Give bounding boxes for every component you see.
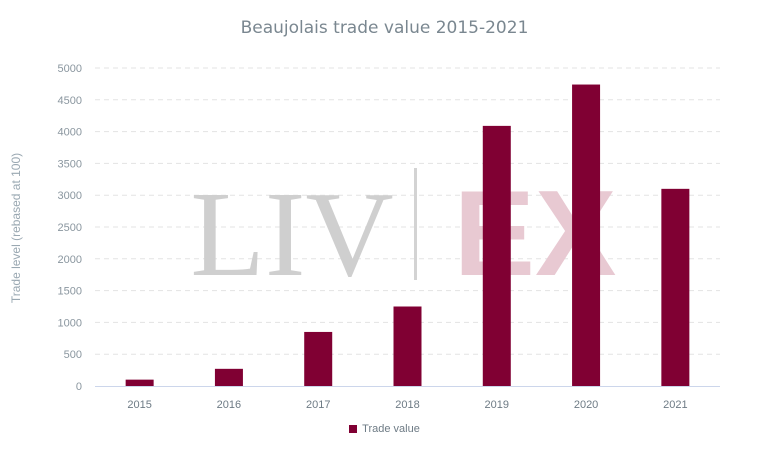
y-tick-label: 5000 — [58, 63, 82, 75]
x-tick-label: 2016 — [217, 399, 241, 411]
bar-2018[interactable] — [393, 306, 422, 387]
x-tick-label: 2015 — [127, 399, 151, 411]
y-tick-label: 3500 — [58, 158, 82, 170]
bar-2016[interactable] — [214, 368, 243, 386]
legend-label-trade-value: Trade value — [362, 423, 420, 436]
chart-title: Beaujolais trade value 2015-2021 — [240, 18, 529, 38]
y-tick-label: 1000 — [58, 317, 82, 329]
bars — [125, 84, 690, 387]
livex-watermark-logo: LIV EX — [190, 165, 616, 302]
x-tick-label: 2020 — [574, 399, 598, 411]
y-tick-label: 3000 — [58, 190, 82, 202]
y-tick-label: 4500 — [58, 95, 82, 107]
axes: 0 500 1000 1500 2000 2500 3000 3500 4000 4500 5000… — [58, 63, 720, 411]
watermark-liv: LIV — [190, 167, 393, 302]
y-tick-label: 2500 — [58, 222, 82, 234]
x-tick-label: 2019 — [485, 399, 509, 411]
watermark-divider — [414, 168, 417, 280]
x-tick-label: 2017 — [306, 399, 330, 411]
y-tick-label: 500 — [64, 349, 82, 361]
bar-2015[interactable] — [125, 379, 154, 386]
x-tick-label: 2021 — [663, 399, 687, 411]
bar-2019[interactable] — [482, 125, 511, 386]
y-tick-label: 4000 — [58, 127, 82, 139]
y-tick-label: 0 — [76, 381, 82, 393]
legend[interactable]: Trade value — [0, 423, 769, 435]
bar-2021[interactable] — [661, 188, 690, 386]
legend-swatch — [349, 425, 358, 434]
x-tick-label: 2018 — [395, 399, 419, 411]
y-tick-label: 1500 — [58, 286, 82, 298]
y-tick-label: 2000 — [58, 254, 82, 266]
bar-2020[interactable] — [572, 84, 601, 386]
bar-2017[interactable] — [304, 331, 333, 386]
